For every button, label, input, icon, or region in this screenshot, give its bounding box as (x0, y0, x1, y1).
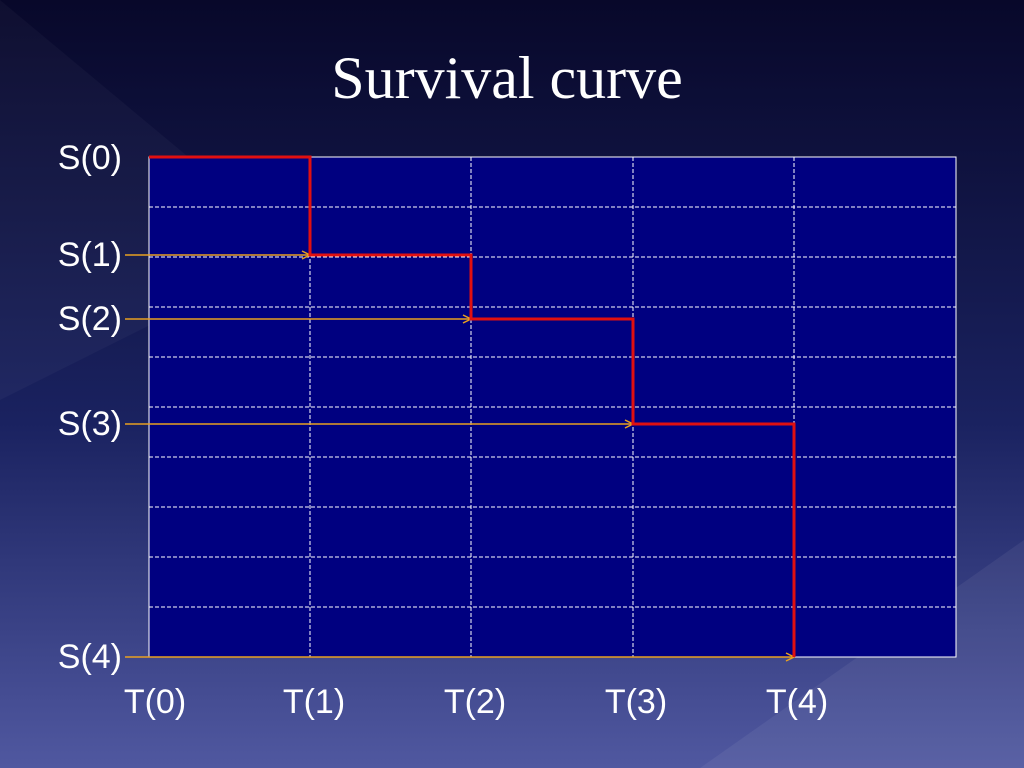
y-label: S(3) (58, 405, 122, 443)
survival-step (149, 155, 796, 657)
y-label: S(0) (58, 139, 122, 177)
x-label: T(2) (444, 683, 506, 721)
x-label: T(4) (766, 683, 828, 721)
y-label: S(4) (58, 638, 122, 676)
x-label: T(0) (124, 683, 186, 721)
x-label: T(1) (283, 683, 345, 721)
x-label: T(3) (605, 683, 667, 721)
title: Survival curve (331, 45, 683, 111)
arrows (125, 255, 794, 657)
y-label: S(2) (58, 300, 122, 338)
y-label: S(1) (58, 236, 122, 274)
